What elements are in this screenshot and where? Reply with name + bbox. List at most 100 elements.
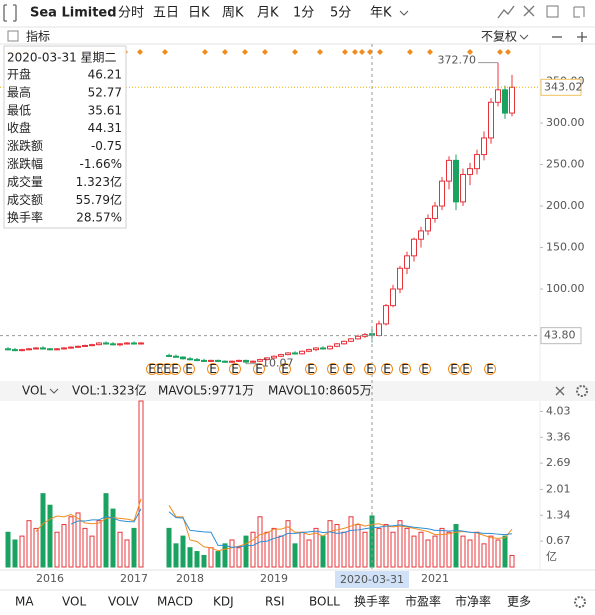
y2-unit: 亿	[546, 550, 557, 563]
period-tab[interactable]: 1分	[293, 6, 314, 21]
indicator-icon[interactable]	[7, 30, 19, 42]
popout-icon[interactable]	[573, 6, 585, 18]
earnings-badge[interactable]	[484, 363, 496, 375]
period-tab[interactable]: 年K	[370, 6, 392, 21]
volume-bar	[68, 516, 74, 568]
x-tick-label: 2019	[260, 572, 288, 585]
volume-bar	[75, 512, 81, 568]
indicator-tab[interactable]: VOL	[62, 595, 86, 609]
earnings-badge[interactable]	[327, 363, 339, 375]
vol-header-bg	[0, 381, 595, 401]
event-diamond	[317, 49, 323, 55]
period-tab[interactable]: 5分	[330, 6, 351, 21]
period-caret[interactable]	[399, 10, 409, 16]
candle-body	[509, 86, 515, 114]
info-label: 换手率	[7, 210, 43, 225]
volume-bar	[40, 493, 46, 568]
tab-settings[interactable]	[574, 596, 586, 608]
indicator-tab[interactable]: 市净率	[455, 594, 491, 609]
earnings-badge[interactable]	[343, 363, 355, 375]
candle-body	[5, 348, 11, 351]
candle-body	[383, 305, 389, 325]
earnings-badge[interactable]	[305, 363, 317, 375]
candle-body	[299, 350, 305, 355]
adjust-label[interactable]: 不复权	[481, 30, 517, 44]
earnings-badge[interactable]	[448, 363, 460, 375]
indicator-tab[interactable]: RSI	[265, 595, 285, 609]
earnings-badge[interactable]	[279, 363, 291, 375]
earnings-text: E	[231, 362, 239, 376]
period-tab[interactable]: 日K	[188, 6, 210, 21]
event-diamond	[292, 49, 298, 55]
earnings-badge[interactable]	[229, 363, 241, 375]
period-tab[interactable]: 周K	[222, 6, 244, 21]
volume-bar	[250, 531, 256, 568]
volume-bar	[306, 539, 312, 568]
period-tab[interactable]: 五日	[153, 6, 179, 21]
earnings-badge[interactable]	[169, 363, 181, 375]
volume-bar	[222, 543, 228, 568]
candle-body	[208, 359, 214, 362]
volume-bar	[502, 535, 508, 568]
candle-body	[40, 347, 46, 350]
earnings-badge[interactable]	[364, 363, 376, 375]
period-tab[interactable]: 分时	[118, 6, 144, 21]
zoom-in[interactable]	[577, 32, 587, 42]
event-diamond	[222, 49, 228, 55]
candle-body	[103, 342, 109, 345]
earnings-badge[interactable]	[399, 363, 411, 375]
candle-body	[264, 357, 270, 361]
earnings-text: E	[366, 362, 374, 376]
earnings-badge[interactable]	[207, 363, 219, 375]
volume-bar	[292, 543, 298, 568]
x-tick-label: 2016	[36, 572, 64, 585]
earnings-badge[interactable]	[460, 363, 472, 375]
candle-body	[481, 137, 487, 156]
adjust-caret[interactable]	[519, 34, 529, 40]
event-diamond	[407, 49, 413, 55]
volume-bar	[215, 551, 221, 568]
volume-bar	[383, 524, 389, 568]
indicator-tab[interactable]: BOLL	[309, 595, 340, 609]
volume-bar	[243, 535, 249, 568]
candle-body	[222, 360, 228, 363]
window-icon[interactable]	[546, 5, 559, 18]
candle-body	[327, 345, 333, 350]
volume-bar	[278, 535, 284, 568]
expand-icon[interactable]	[3, 4, 17, 22]
volume-bar	[271, 527, 277, 568]
crosshair-icon[interactable]	[523, 5, 535, 17]
indicator-label[interactable]: 指标	[26, 29, 50, 44]
period-tab[interactable]: 月K	[257, 6, 279, 21]
volume-bar	[313, 527, 319, 568]
close-indicator[interactable]	[555, 386, 565, 396]
info-value: 28.57%	[76, 211, 122, 225]
max-label: 372.70	[438, 54, 477, 67]
indicator-tab[interactable]: MA	[15, 595, 34, 609]
indicator-tab[interactable]: 更多	[507, 595, 531, 609]
y2-tick-label: 0.67	[546, 534, 571, 547]
candle-body	[502, 89, 508, 114]
volume-bar	[166, 527, 172, 568]
settings-icon[interactable]	[576, 385, 588, 397]
indicator-tab[interactable]: 换手率	[354, 594, 390, 609]
vol-name[interactable]: VOL	[22, 384, 46, 398]
indicator-tab[interactable]: 市盈率	[405, 594, 441, 609]
earnings-badge[interactable]	[419, 363, 431, 375]
candle-body	[61, 347, 67, 350]
earnings-badge[interactable]	[381, 363, 393, 375]
candle-body	[166, 354, 172, 357]
indicator-tab[interactable]: VOLV	[108, 595, 140, 609]
indicator-tab[interactable]: MACD	[157, 595, 193, 609]
crosshair-date: 2020-03-31	[340, 573, 404, 586]
info-label: 收盘	[7, 120, 31, 135]
draw-icon[interactable]	[497, 5, 515, 19]
volume-bar	[26, 520, 32, 568]
volume-bar	[432, 535, 438, 568]
indicator-tab[interactable]: KDJ	[213, 595, 234, 609]
vol-current: VOL:1.323亿	[72, 383, 147, 398]
volume-bar	[33, 527, 39, 568]
vol-caret[interactable]	[49, 388, 59, 394]
earnings-badge[interactable]	[183, 363, 195, 375]
y2-tick-label: 4.03	[546, 404, 571, 417]
